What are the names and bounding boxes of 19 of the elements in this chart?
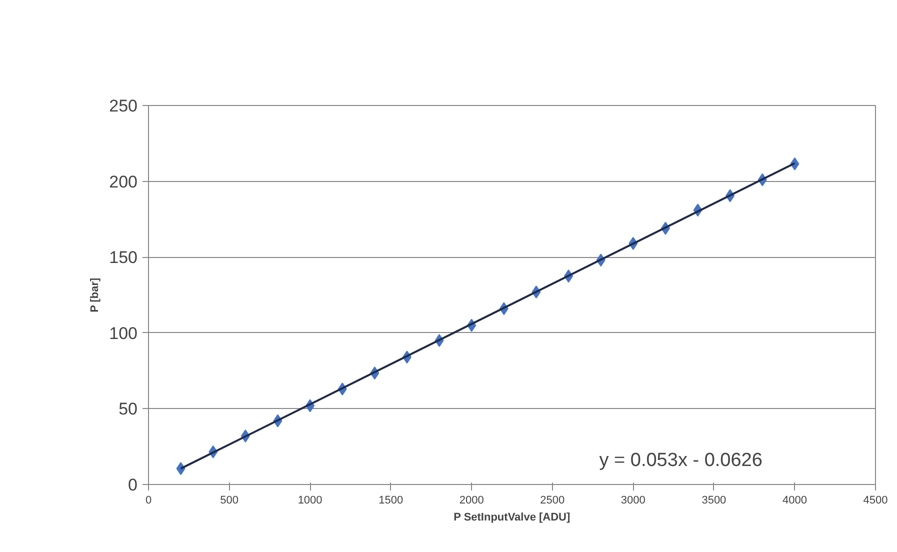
y-tick-label: 100 bbox=[109, 324, 138, 343]
annotation: y = 0.053x - 0.0626 bbox=[599, 450, 762, 472]
y-axis-title: P [bar] bbox=[89, 277, 102, 312]
y-tick-label: 200 bbox=[109, 172, 138, 192]
x-tick-label: 2000 bbox=[459, 494, 484, 506]
y-tick-label: 250 bbox=[109, 96, 138, 116]
x-tick-label: 3500 bbox=[702, 494, 726, 506]
x-tick-label: 3000 bbox=[620, 494, 646, 506]
x-tick-label: 4500 bbox=[863, 494, 888, 506]
x-tick-label: 0 bbox=[145, 494, 152, 506]
x-tick-label: 4000 bbox=[782, 494, 807, 506]
x-axis-title: P SetInputValve [ADU] bbox=[454, 512, 571, 524]
x-tick-label: 1500 bbox=[378, 494, 404, 506]
y-tick-label: 150 bbox=[109, 248, 138, 268]
x-tick-label: 500 bbox=[220, 494, 238, 506]
x-tick-label: 2500 bbox=[540, 494, 565, 506]
y-tick-label: 0 bbox=[128, 476, 138, 494]
x-tick-label: 1000 bbox=[298, 494, 322, 506]
y-tick-label: 50 bbox=[118, 400, 138, 419]
